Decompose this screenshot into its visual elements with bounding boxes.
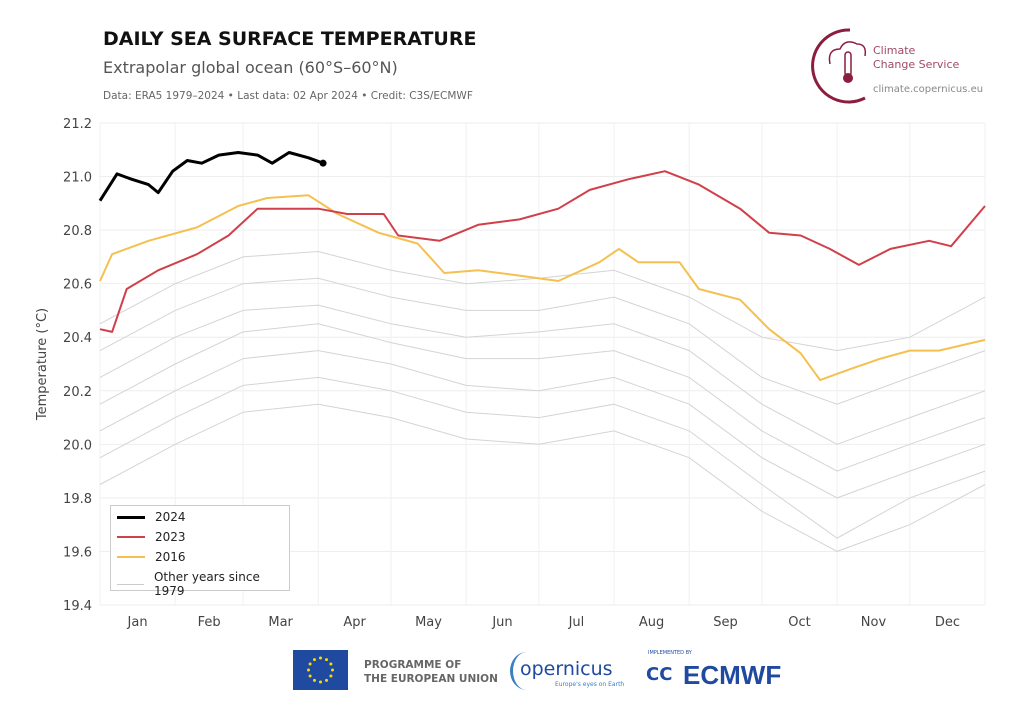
x-tick-label: Dec bbox=[935, 615, 960, 630]
chart-title: DAILY SEA SURFACE TEMPERATURE bbox=[103, 28, 477, 50]
legend-item-2023: 2023 bbox=[117, 530, 186, 544]
y-axis-label: Temperature (°C) bbox=[35, 308, 50, 421]
y-tick-label: 20.4 bbox=[63, 331, 92, 346]
eu-star-icon bbox=[319, 680, 322, 684]
series-line-2024 bbox=[98, 151, 324, 202]
footer-logos: PROGRAMME OF THE EUROPEAN UNION opernicus… bbox=[0, 650, 1024, 695]
copernicus-tagline: Europe's eyes on Earth bbox=[555, 681, 625, 688]
eu-star-icon bbox=[307, 668, 310, 672]
x-tick-label: Sep bbox=[713, 615, 738, 630]
y-tick-label: 21.2 bbox=[63, 117, 92, 132]
x-tick-label: Feb bbox=[198, 615, 221, 630]
eu-star-icon bbox=[325, 658, 328, 662]
x-tick-label: Jan bbox=[127, 615, 148, 630]
legend-item-other: Other years since 1979 bbox=[117, 570, 289, 598]
eu-flag-icon bbox=[293, 650, 348, 690]
x-tick-label: Apr bbox=[343, 615, 366, 630]
other-year-line bbox=[99, 323, 986, 472]
eu-star-icon bbox=[308, 674, 312, 678]
x-tick-label: Jun bbox=[491, 615, 512, 630]
x-tick-label: May bbox=[415, 615, 442, 630]
y-tick-label: 20.6 bbox=[63, 278, 92, 293]
y-tick-label: 21.0 bbox=[63, 171, 92, 186]
series-line-2016 bbox=[99, 194, 986, 382]
eu-star-icon bbox=[325, 678, 328, 682]
eu-star-icon bbox=[313, 658, 316, 662]
eu-programme-text: PROGRAMME OF THE EUROPEAN UNION bbox=[364, 659, 498, 685]
other-year-line bbox=[99, 350, 986, 499]
y-tick-label: 20.0 bbox=[63, 438, 92, 453]
y-tick-label: 19.8 bbox=[63, 492, 92, 507]
ecmwf-symbol-icon: CC bbox=[646, 664, 673, 685]
eu-star-icon bbox=[329, 662, 333, 666]
eu-star-icon bbox=[308, 662, 312, 666]
x-tick-label: Aug bbox=[639, 615, 664, 630]
y-tick-label: 19.6 bbox=[63, 545, 92, 560]
x-tick-label: Mar bbox=[268, 615, 293, 630]
copernicus-logo: opernicus bbox=[520, 658, 613, 680]
other-year-line bbox=[99, 277, 986, 405]
logo-url[interactable]: climate.copernicus.eu bbox=[873, 84, 984, 95]
eu-star-icon bbox=[313, 678, 316, 682]
other-year-line bbox=[99, 376, 986, 539]
ecmwf-logo: ECMWF bbox=[683, 660, 782, 690]
y-tick-label: 19.4 bbox=[63, 599, 92, 614]
x-tick-label: Jul bbox=[568, 615, 585, 630]
legend: 2024 2023 2016 Other years since 1979 bbox=[110, 505, 290, 598]
x-tick-label: Oct bbox=[788, 615, 810, 630]
ecmwf-implemented: IMPLEMENTED BY bbox=[648, 650, 692, 656]
legend-item-2016: 2016 bbox=[117, 550, 186, 564]
logo-text: Climate Change Service bbox=[873, 44, 960, 71]
eu-star-icon bbox=[329, 674, 333, 678]
last-data-point bbox=[319, 159, 327, 167]
chart-subtitle: Extrapolar global ocean (60°S–60°N) bbox=[103, 58, 398, 77]
climate-change-service-logo bbox=[811, 28, 867, 104]
chart-meta: Data: ERA5 1979–2024 • Last data: 02 Apr… bbox=[103, 90, 473, 102]
x-tick-label: Nov bbox=[861, 615, 887, 630]
series-line-2023 bbox=[99, 170, 986, 333]
eu-star-icon bbox=[331, 668, 334, 672]
y-tick-label: 20.2 bbox=[63, 385, 92, 400]
other-year-line bbox=[99, 304, 986, 445]
other-year-line bbox=[99, 250, 986, 352]
copernicus-arc-icon bbox=[510, 652, 543, 690]
y-tick-label: 20.8 bbox=[63, 224, 92, 239]
eu-star-icon bbox=[319, 656, 322, 660]
other-year-line bbox=[99, 403, 986, 552]
legend-item-2024: 2024 bbox=[117, 510, 186, 524]
